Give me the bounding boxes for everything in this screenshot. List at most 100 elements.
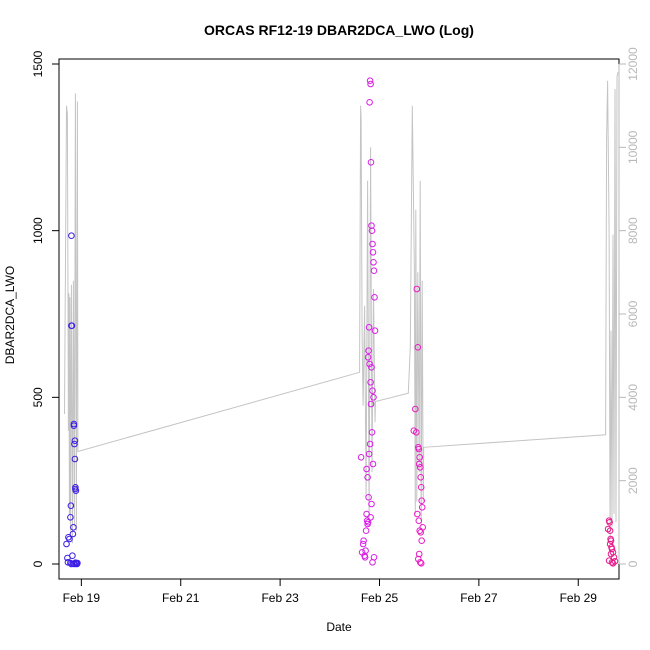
data-point-rf13 bbox=[368, 500, 375, 508]
data-point-rf15 bbox=[608, 559, 616, 566]
data-point-rf13 bbox=[364, 474, 371, 481]
data-point-rf13 bbox=[357, 454, 365, 461]
data-point-rf13 bbox=[367, 379, 374, 386]
data-point-rf13 bbox=[365, 324, 373, 331]
y2-tick-label: 12000 bbox=[626, 47, 640, 81]
data-point-rf14 bbox=[417, 484, 425, 491]
x-tick-label: Feb 29 bbox=[560, 591, 598, 605]
y2-tick-label: 2000 bbox=[626, 467, 640, 494]
data-point-rf13 bbox=[363, 510, 370, 518]
data-point-rf13 bbox=[361, 554, 369, 561]
data-point-rf13 bbox=[367, 400, 375, 408]
data-point-rf13 bbox=[362, 527, 370, 535]
data-point-rf12 bbox=[66, 535, 73, 543]
data-point-rf12 bbox=[71, 440, 78, 448]
plot-frame bbox=[58, 58, 620, 580]
data-point-rf12 bbox=[70, 524, 77, 531]
data-point-rf12 bbox=[71, 455, 79, 463]
data-point-rf13 bbox=[371, 327, 379, 335]
data-point-rf13 bbox=[365, 347, 372, 355]
data-point-rf14 bbox=[413, 429, 420, 436]
chart-title: ORCAS RF12-19 DBAR2DCA_LWO (Log) bbox=[204, 22, 474, 38]
plot-area: Feb 19 Feb 21 Feb 23 Feb 25 Feb 27 Feb 29 0 500… bbox=[31, 47, 640, 605]
data-point-rf14 bbox=[417, 474, 425, 481]
y2-tick-label: 0 bbox=[626, 560, 640, 567]
y-tick-label: 1000 bbox=[31, 217, 45, 244]
data-point-rf13 bbox=[370, 259, 377, 266]
data-point-rf13 bbox=[363, 517, 371, 525]
data-point-rf13 bbox=[370, 394, 377, 401]
data-point-rf13 bbox=[369, 460, 377, 468]
data-point-rf14 bbox=[415, 445, 423, 453]
y2-tick-label: 6000 bbox=[626, 300, 640, 327]
data-point-rf15 bbox=[607, 550, 615, 558]
data-point-rf14 bbox=[414, 510, 421, 518]
data-point-rf12 bbox=[68, 322, 76, 330]
y-tick-label: 500 bbox=[31, 387, 45, 407]
data-point-rf12 bbox=[69, 530, 77, 538]
y-tick-label: 1500 bbox=[31, 50, 45, 77]
data-point-rf14 bbox=[418, 497, 426, 505]
data-point-rf15 bbox=[609, 560, 617, 567]
data-point-rf13 bbox=[366, 99, 373, 106]
x-tick-label: Feb 25 bbox=[361, 591, 399, 605]
x-axis-label: Date bbox=[326, 620, 352, 634]
data-point-rf13 bbox=[363, 465, 370, 473]
data-point-rf13 bbox=[368, 364, 375, 371]
x-tick-label: Feb 23 bbox=[261, 591, 299, 605]
data-point-rf14 bbox=[412, 405, 419, 413]
data-point-rf14 bbox=[416, 559, 424, 566]
data-point-rf13 bbox=[367, 514, 374, 521]
altitude-line bbox=[64, 72, 619, 544]
data-point-rf13 bbox=[367, 80, 374, 88]
data-point-rf15 bbox=[606, 527, 614, 535]
data-point-rf12 bbox=[67, 502, 75, 510]
data-point-rf12 bbox=[69, 552, 76, 560]
data-point-rf13 bbox=[366, 440, 374, 448]
y2-tick-label: 8000 bbox=[626, 217, 640, 244]
y-axis-label: DBAR2DCA_LWO bbox=[3, 266, 17, 364]
data-point-rf13 bbox=[369, 387, 376, 395]
data-point-rf13 bbox=[366, 77, 374, 84]
data-point-rf13 bbox=[369, 240, 376, 248]
data-point-rf13 bbox=[368, 227, 376, 234]
data-point-rf12 bbox=[72, 487, 80, 495]
data-point-rf13 bbox=[364, 519, 372, 526]
data-point-rf15 bbox=[607, 537, 615, 545]
data-point-rf13 bbox=[366, 360, 373, 368]
data-point-rf13 bbox=[368, 222, 375, 229]
data-point-rf14 bbox=[417, 560, 425, 567]
data-point-rf13 bbox=[365, 450, 373, 458]
data-point-rf14 bbox=[415, 460, 423, 468]
data-point-rf14 bbox=[414, 344, 422, 351]
data-point-rf12 bbox=[67, 514, 74, 521]
data-point-rf12 bbox=[63, 540, 70, 548]
data-point-rf15 bbox=[604, 525, 612, 533]
data-point-rf13 bbox=[369, 249, 377, 256]
data-point-rf12 bbox=[70, 422, 78, 430]
data-point-rf14 bbox=[416, 454, 424, 461]
data-point-rf14 bbox=[413, 285, 421, 293]
data-point-rf13 bbox=[371, 294, 378, 301]
data-point-rf12 bbox=[67, 559, 74, 567]
data-point-rf13 bbox=[367, 159, 375, 166]
data-point-rf12 bbox=[71, 437, 79, 445]
data-point-rf13 bbox=[370, 267, 378, 275]
data-point-rf13 bbox=[369, 559, 376, 566]
data-point-rf14 bbox=[416, 464, 424, 471]
data-point-rf14 bbox=[417, 529, 425, 536]
data-point-rf12 bbox=[68, 232, 75, 239]
data-point-rf13 bbox=[364, 354, 372, 361]
y2-tick-label: 10000 bbox=[626, 130, 640, 164]
data-point-rf13 bbox=[360, 537, 367, 545]
data-point-rf13 bbox=[368, 429, 376, 436]
x-tick-label: Feb 21 bbox=[162, 591, 200, 605]
data-point-rf13 bbox=[365, 494, 372, 501]
data-point-rf14 bbox=[416, 527, 424, 535]
data-point-rf15 bbox=[606, 519, 613, 526]
y-tick-label: 0 bbox=[31, 560, 45, 567]
data-point-rf14 bbox=[418, 504, 426, 511]
data-point-rf12 bbox=[72, 484, 79, 491]
data-point-rf13 bbox=[359, 540, 367, 548]
